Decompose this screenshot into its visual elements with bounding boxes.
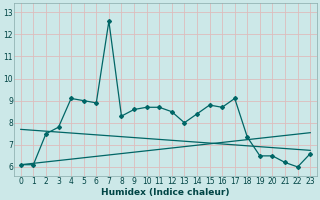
X-axis label: Humidex (Indice chaleur): Humidex (Indice chaleur)	[101, 188, 230, 197]
